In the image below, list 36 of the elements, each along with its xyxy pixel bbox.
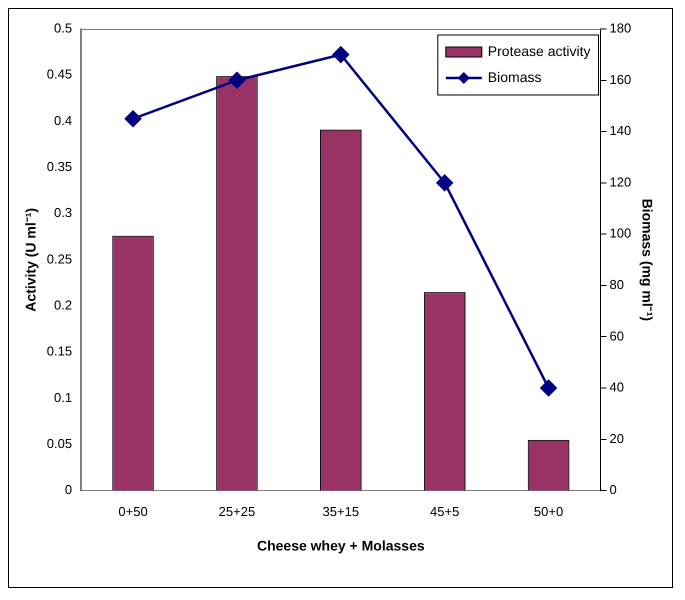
y2-tick-label: 80 (610, 277, 624, 292)
y-tick-label: 0.05 (46, 436, 72, 452)
y-tick-label: 0.1 (54, 390, 72, 405)
y-axis-title: Activity (U ml⁻¹) (22, 208, 38, 312)
legend-label: Biomass (488, 68, 542, 85)
y-tick-label: 0.4 (54, 112, 72, 128)
y-tick-label: 0.5 (54, 20, 72, 36)
y-tick-label: 0.15 (46, 344, 72, 359)
y2-tick-label: 20 (610, 430, 624, 446)
y-tick-label: 0.2 (54, 298, 72, 313)
y2-tick-label: 100 (610, 226, 632, 241)
y2-tick-label: 120 (610, 174, 632, 190)
legend-label: Protease activity (488, 42, 591, 59)
y-tick-label: 0.45 (46, 66, 72, 82)
x-tick-label: 25+25 (218, 504, 256, 519)
point (436, 174, 453, 192)
y2-tick-label: 160 (610, 72, 632, 87)
point (124, 110, 142, 128)
y2-tick-label: 180 (610, 20, 632, 36)
point (332, 46, 350, 63)
point (540, 380, 557, 396)
x-axis-title: Cheese whey + Molasses (256, 537, 425, 554)
y2-tick-label: 140 (610, 123, 632, 138)
y2-tick-label: 0 (610, 482, 617, 498)
x-tick-label: 50+0 (534, 504, 564, 519)
y2-tick-label: 60 (610, 328, 624, 344)
x-tick-label: 0+50 (118, 504, 148, 519)
y-tick-label: 0.3 (54, 205, 72, 220)
y2-tick-label: 40 (610, 380, 624, 395)
point (228, 72, 246, 89)
x-tick-label: 35+15 (322, 504, 360, 519)
y2-axis-title: Biomass (mg ml⁻¹) (640, 198, 656, 322)
y-tick-label: 0.35 (46, 159, 72, 174)
x-tick-label: 45+5 (430, 504, 460, 519)
y-tick-label: 0.25 (46, 251, 72, 266)
y-tick-label: 0 (64, 482, 72, 498)
